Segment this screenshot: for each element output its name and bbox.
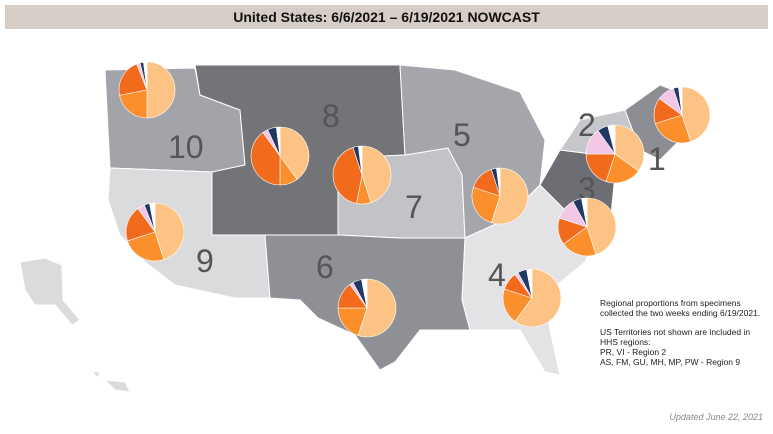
pie-slice — [585, 153, 616, 182]
pie-region-4 — [502, 268, 562, 328]
note-line-3: AS, FM, GU, MH, MP, PW - Region 9 — [600, 357, 741, 367]
pie-slice — [154, 202, 185, 260]
pie-slice — [357, 278, 397, 338]
pie-slice — [332, 147, 363, 204]
pie-region-9 — [125, 202, 185, 262]
pie-region-10 — [118, 61, 176, 119]
pie-region-8 — [250, 126, 310, 186]
pie-slice — [563, 226, 597, 257]
pie-slice — [127, 231, 165, 262]
pie-slice — [678, 86, 683, 116]
pie-slice — [496, 167, 501, 197]
region-6-label: 6 — [316, 249, 334, 285]
pie-slice — [471, 186, 501, 224]
pie-slice — [337, 307, 368, 336]
pie-slice — [279, 126, 310, 180]
pie-slice — [118, 63, 148, 96]
pie-slice — [125, 208, 156, 242]
pie-slice — [276, 126, 281, 157]
note-line-1: US Territories not shown are included in… — [600, 327, 751, 347]
pie-slice — [581, 197, 588, 228]
pie-slice — [119, 89, 148, 119]
alaska-area — [19, 257, 81, 326]
pie-slice — [681, 86, 711, 143]
pie-slice — [149, 202, 156, 233]
pie-slice — [502, 288, 533, 322]
pie-slice — [361, 278, 368, 309]
region-9-label: 9 — [196, 243, 214, 279]
pie-region-2 — [585, 124, 645, 184]
pie-region-6 — [337, 278, 397, 338]
note-line-2: PR, VI - Region 2 — [600, 347, 667, 357]
region-10-label: 10 — [168, 129, 204, 165]
footnote: Regional proportions from specimens coll… — [600, 298, 768, 376]
pie-slice — [358, 145, 363, 176]
region-1-label: 1 — [648, 141, 666, 177]
pie-slice — [586, 197, 617, 255]
note-territories: US Territories not shown are included in… — [600, 327, 768, 367]
pie-slice — [605, 153, 639, 184]
region-7-label: 7 — [405, 189, 423, 225]
pie-slice — [146, 61, 176, 119]
map-title: United States: 6/6/2021 – 6/19/2021 NOWC… — [5, 5, 768, 29]
hawaii-area — [90, 371, 131, 393]
pie-slice — [250, 132, 281, 186]
updated-date: Updated June 22, 2021 — [669, 412, 763, 422]
region-5-label: 5 — [453, 117, 471, 153]
pie-slice — [614, 124, 645, 172]
pie-region-1 — [653, 86, 711, 144]
pie-slice — [514, 268, 562, 328]
pie-slice — [654, 114, 692, 144]
region-4-label: 4 — [488, 257, 506, 293]
pie-slice — [361, 145, 392, 203]
pie-slice — [490, 167, 529, 225]
pie-region-3 — [557, 197, 617, 257]
pie-slice — [143, 61, 148, 91]
region-8-label: 8 — [322, 98, 340, 134]
region-2-label: 2 — [578, 107, 596, 143]
pie-slice — [526, 268, 533, 299]
pie-slice — [607, 124, 616, 155]
note-proportions: Regional proportions from specimens coll… — [600, 298, 761, 318]
pie-region-7 — [332, 145, 392, 205]
pie-region-5 — [471, 167, 529, 225]
